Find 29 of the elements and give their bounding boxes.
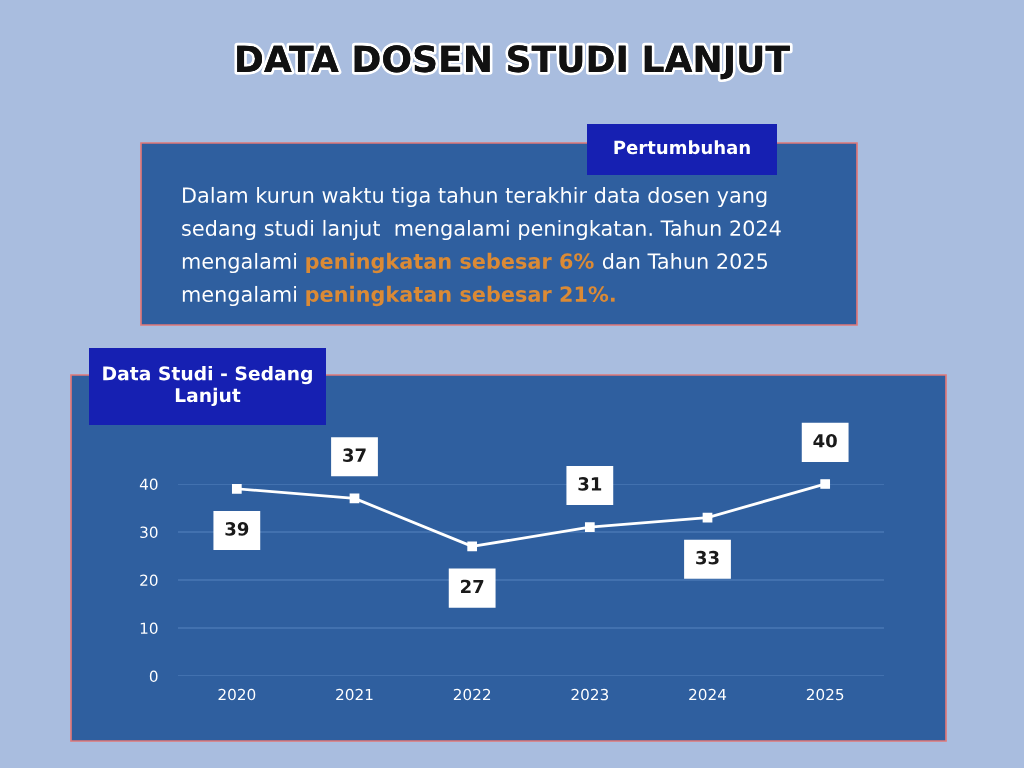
y-tick-label: 10: [140, 622, 158, 635]
data-label: 27: [461, 579, 484, 594]
text: DATA DOSEN STUDI LANJUT: [237, 45, 790, 80]
text: peningkatan sebesar 6%: [306, 252, 594, 274]
text: peningkatan sebesar 21%.: [306, 285, 615, 307]
point: [231, 483, 242, 494]
x-tick-label: 2022: [453, 688, 491, 701]
y-tick-label: 40: [139, 478, 158, 491]
y-tick-label: 0: [149, 670, 158, 683]
data-label: 39: [225, 522, 249, 536]
text: mengalami: [182, 252, 296, 274]
x-tick-label: 2025: [806, 688, 844, 701]
x-tick-label: 2021: [336, 688, 373, 701]
y-tick-label: 20: [140, 574, 158, 587]
data-label: 37: [343, 448, 366, 462]
text: mengalami: [182, 285, 296, 307]
data-label: 31: [578, 477, 602, 491]
point: [584, 522, 595, 533]
text: Pertumbuhan: [614, 140, 750, 155]
x-tick-label: 2024: [689, 688, 727, 701]
text: dan Tahun 2025: [602, 252, 768, 270]
y-tick-label: 30: [140, 526, 158, 539]
data-label: 40: [813, 433, 837, 448]
point: [467, 541, 478, 552]
data-label: 33: [696, 550, 719, 565]
chart-title: Data Studi - Sedang Lanjut: [103, 365, 312, 407]
x-tick-label: 2020: [218, 688, 256, 701]
x-tick-label: 2023: [571, 688, 609, 701]
point: [820, 479, 831, 489]
